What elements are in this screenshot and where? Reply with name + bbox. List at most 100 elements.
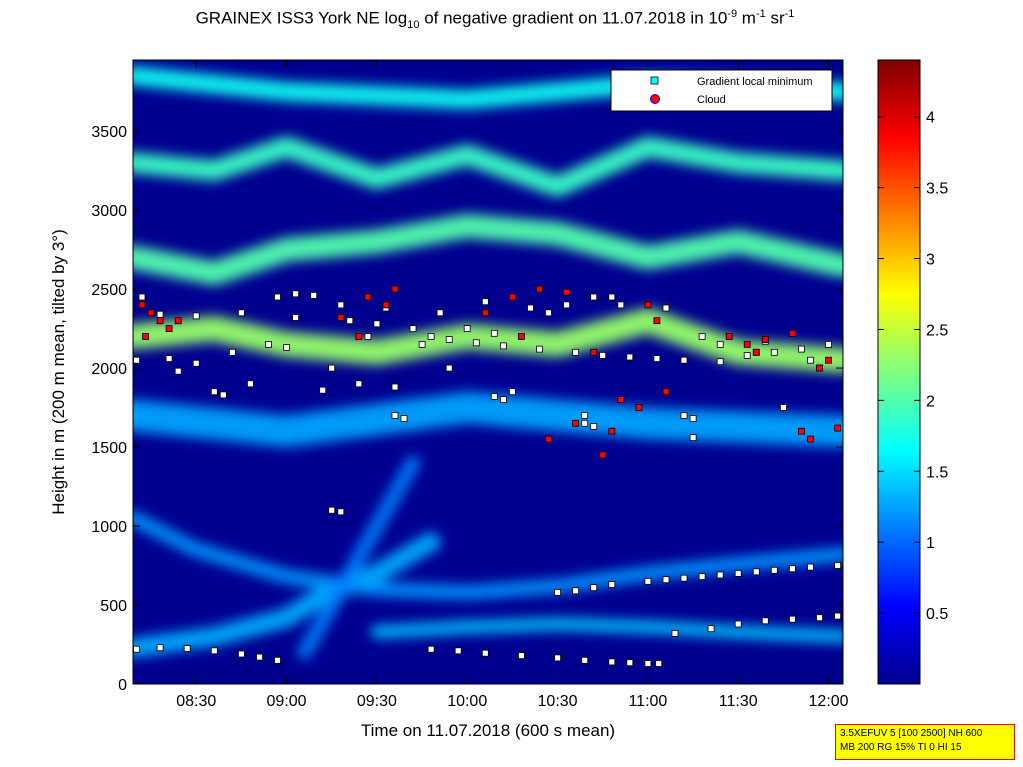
gradient-minimum-point <box>761 617 769 625</box>
cloud-point <box>743 340 751 348</box>
colorbar-tick-label: 4 <box>926 110 935 127</box>
cloud-point <box>165 325 173 333</box>
gradient-minimum-point <box>228 348 236 356</box>
gradient-minimum-point <box>156 644 164 652</box>
cloud-point <box>391 285 399 293</box>
info-line-1: 3.5XEFUV 5 [100 2500] NH 600 <box>840 728 983 739</box>
colorbar-tick-label: 0.5 <box>926 606 948 623</box>
gradient-minimum-point <box>481 649 489 657</box>
gradient-minimum-point <box>490 329 498 337</box>
cloud-point <box>355 333 363 340</box>
gradient-minimum-point <box>346 317 354 325</box>
gradient-minimum-point <box>789 565 796 573</box>
gradient-minimum-point <box>481 298 489 306</box>
cloud-point <box>644 301 652 309</box>
gradient-minimum-point <box>355 380 363 388</box>
gradient-minimum-point <box>680 356 688 364</box>
gradient-minimum-point <box>391 411 399 419</box>
colorbar-tick-label: 3 <box>926 252 935 269</box>
gradient-minimum-point <box>219 391 227 399</box>
cloud-point <box>590 348 598 356</box>
gradient-minimum-point <box>391 383 399 391</box>
legend-label-gradient-minimum: Gradient local minimum <box>697 76 813 88</box>
x-axis-title: Time on 11.07.2018 (600 s mean) <box>361 721 615 740</box>
legend-marker-gradient-minimum <box>650 76 659 85</box>
gradient-minimum-point <box>427 333 435 340</box>
cloud-point <box>382 301 390 309</box>
gradient-minimum-point <box>138 293 146 301</box>
colorbar-tick-label: 2 <box>926 393 935 410</box>
gradient-minimum-point <box>716 571 724 579</box>
gradient-minimum-point <box>743 351 751 359</box>
gradient-minimum-point <box>608 293 616 301</box>
cloud-point <box>508 293 516 301</box>
gradient-minimum-point <box>133 645 141 653</box>
gradient-minimum-point <box>626 659 634 667</box>
gradient-minimum-point <box>689 434 697 442</box>
x-axis: 08:30 09:00 09:30 10:00 10:30 11:00 11:30 12:00 <box>176 60 849 710</box>
heatmap-band-6 <box>133 214 843 286</box>
y-tick-label: 500 <box>100 598 127 615</box>
info-line-2: MB 200 RG 15% TI 0 HI 15 <box>840 742 962 753</box>
x-tick-label: 09:30 <box>357 693 397 710</box>
gradient-minimum-point <box>237 309 245 317</box>
colorbar-tick-label: 3.5 <box>926 181 948 198</box>
gradient-minimum-point <box>472 339 480 347</box>
gradient-minimum-point <box>590 293 598 301</box>
plot-frame <box>132 59 844 685</box>
gradient-minimum-point <box>680 574 688 582</box>
gradient-minimum-point <box>662 576 670 584</box>
cloud-point <box>518 333 525 340</box>
gradient-minimum-point <box>265 340 272 348</box>
colorbar-tick-label: 1.5 <box>926 464 948 481</box>
gradient-minimum-point <box>671 630 679 637</box>
gradient-minimum-point <box>454 647 462 655</box>
gradient-minimum-point <box>834 562 841 569</box>
gradient-minimum-point <box>716 340 724 348</box>
chart-title: GRAINEX ISS3 York NE log10 of negative g… <box>195 8 795 32</box>
cloud-point <box>662 388 670 396</box>
gradient-minimum-point <box>770 348 778 356</box>
cloud-point <box>834 424 841 432</box>
y-tick-label: 3000 <box>91 203 127 220</box>
heatmap-band-1 <box>133 510 843 600</box>
x-tick-label: 12:00 <box>809 693 849 710</box>
gradient-minimum-point <box>608 658 616 666</box>
gradient-minimum-point <box>798 345 805 353</box>
gradient-minimum-point <box>617 301 625 309</box>
colorbar-ticks: 0.5 1 1.5 2 2.5 3 3.5 4 <box>878 110 948 623</box>
gradient-minimum-point <box>563 301 570 309</box>
gradient-minimum-point <box>554 589 561 596</box>
gradient-minimum-point <box>328 506 336 514</box>
gradient-minimum-point <box>734 620 742 628</box>
cloud-point <box>752 348 760 356</box>
gradient-minimum-point <box>292 314 300 321</box>
gradient-minimum-point <box>490 393 498 400</box>
gradient-minimum-point <box>707 625 715 633</box>
cloud-point <box>617 396 625 404</box>
gradient-minimum-point <box>165 355 173 363</box>
y-axis: 0 500 1000 1500 2000 2500 3000 3500 <box>91 124 843 694</box>
heatmap-band-2 <box>370 617 843 643</box>
y-tick-label: 2500 <box>91 282 127 299</box>
gradient-minimum-point <box>807 356 814 364</box>
cloud-point <box>156 317 164 325</box>
heatmap-band-0 <box>133 532 441 658</box>
gradient-minimum-point <box>183 645 191 652</box>
cloud-point <box>536 285 543 293</box>
gradient-minimum-point <box>400 415 408 423</box>
cloud-point <box>807 435 814 443</box>
gradient-minimum-point <box>499 396 507 404</box>
cloud-point <box>545 435 552 443</box>
gradient-minimum-point <box>655 660 663 667</box>
gradient-minimum-point <box>373 320 381 328</box>
cloud-point <box>761 336 769 344</box>
gradient-minimum-point <box>644 660 652 667</box>
gradient-minimum-point <box>174 367 182 375</box>
colorbar-tick-label: 2.5 <box>926 322 948 339</box>
y-tick-label: 0 <box>118 677 127 694</box>
gradient-minimum-point <box>689 415 697 423</box>
gradient-minimum-point <box>581 411 589 419</box>
gradient-minimum-point <box>463 325 471 333</box>
